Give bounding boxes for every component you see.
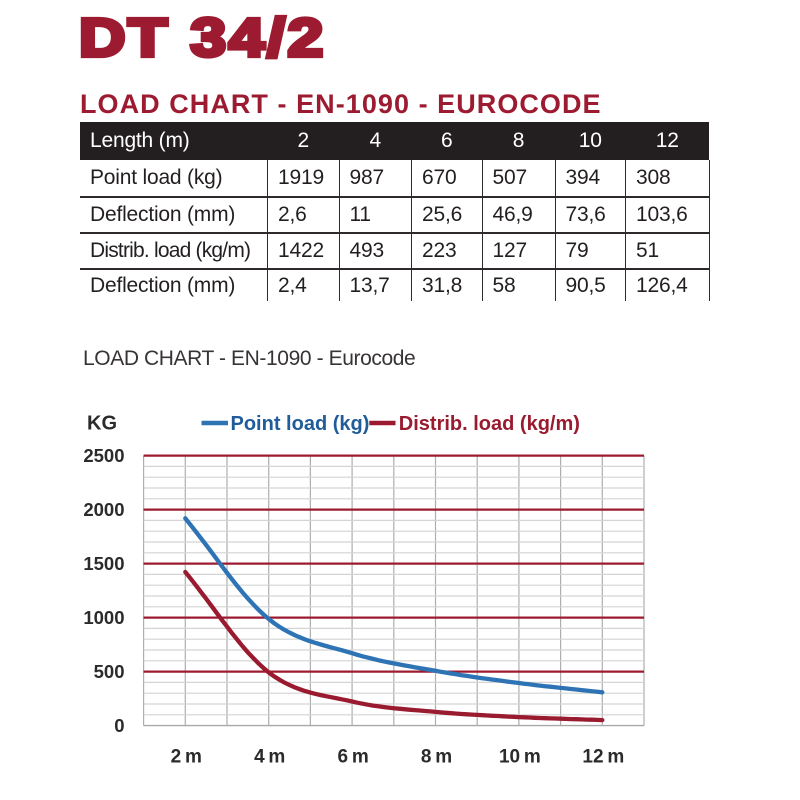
svg-text:Distrib. load (kg/m): Distrib. load (kg/m) <box>399 413 580 435</box>
svg-text:6 m: 6 m <box>337 747 368 768</box>
svg-text:2 m: 2 m <box>171 747 202 768</box>
svg-text:10 m: 10 m <box>499 747 541 768</box>
svg-text:1000: 1000 <box>83 607 124 628</box>
svg-text:2500: 2500 <box>83 445 124 466</box>
svg-text:8 m: 8 m <box>421 747 452 768</box>
svg-text:2000: 2000 <box>83 499 124 520</box>
svg-text:500: 500 <box>94 661 125 682</box>
svg-text:KG: KG <box>87 413 117 435</box>
svg-text:Point load (kg): Point load (kg) <box>231 413 370 435</box>
svg-text:12 m: 12 m <box>582 747 624 768</box>
svg-text:1500: 1500 <box>83 553 124 574</box>
svg-text:0: 0 <box>114 715 124 736</box>
svg-text:4 m: 4 m <box>254 747 285 768</box>
